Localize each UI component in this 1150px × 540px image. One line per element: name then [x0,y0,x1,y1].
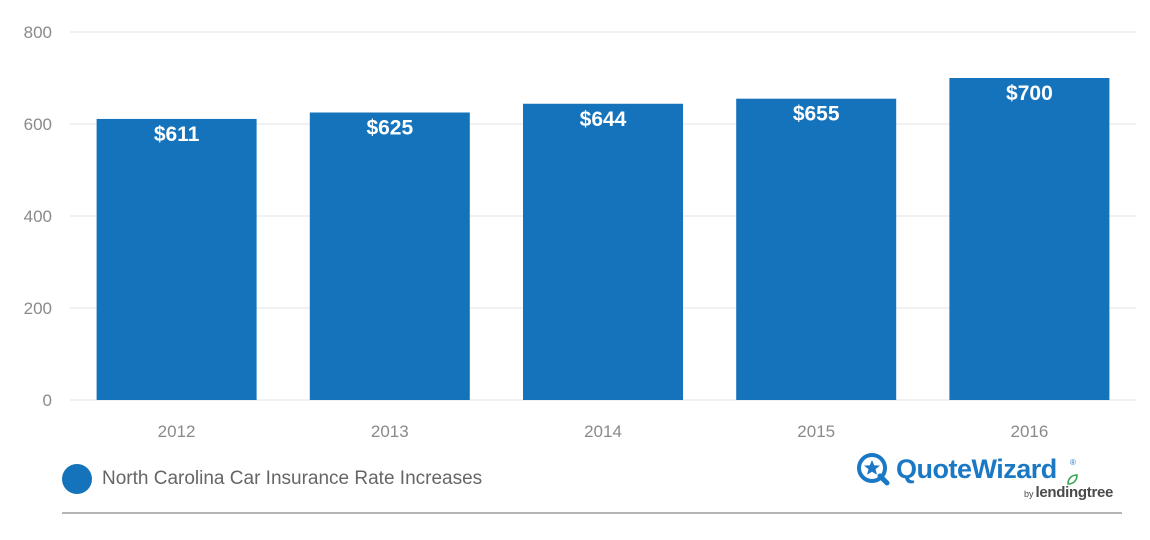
y-tick-label: 800 [24,23,52,42]
data-label: $644 [580,108,627,131]
x-axis-ticks: 2012 2013 2014 2015 2016 [158,422,1049,441]
bar-2012[interactable] [96,118,257,400]
x-tick-label: 2016 [1010,422,1048,441]
data-label: $700 [1006,82,1053,105]
x-tick-label: 2014 [584,422,622,441]
bar-2013[interactable] [309,112,470,401]
registered-mark: ® [1070,458,1076,467]
divider [62,512,1122,514]
quotewizard-logo-icon [857,453,890,486]
data-label: $655 [793,103,840,126]
x-tick-label: 2013 [371,422,409,441]
bar-2015[interactable] [736,98,897,400]
y-tick-label: 0 [43,391,52,410]
x-tick-label: 2015 [797,422,835,441]
y-tick-label: 600 [24,115,52,134]
legend-label: North Carolina Car Insurance Rate Increa… [102,468,483,489]
data-label: $625 [366,117,413,140]
bars: $611 $625 $644 $655 $700 [96,78,1110,401]
logo-lendingtree: lendingtree [1035,484,1114,501]
y-axis-ticks: 0 200 400 600 800 [24,23,52,410]
bar-2014[interactable] [523,103,683,400]
logo-byline: by lendingtree [1024,484,1113,502]
data-label: $611 [154,123,200,146]
quotewizard-logo: QuoteWizard ® by lendingtree [856,452,1122,504]
y-tick-label: 200 [24,299,52,318]
x-tick-label: 2012 [158,422,196,441]
logo-by: by [1024,489,1034,499]
leaf-icon [1067,474,1078,485]
bar-2016[interactable] [949,78,1110,400]
logo-wordmark: QuoteWizard [896,454,1057,484]
legend[interactable]: North Carolina Car Insurance Rate Increa… [62,464,482,494]
y-tick-label: 400 [24,207,52,226]
legend-marker [62,464,92,494]
